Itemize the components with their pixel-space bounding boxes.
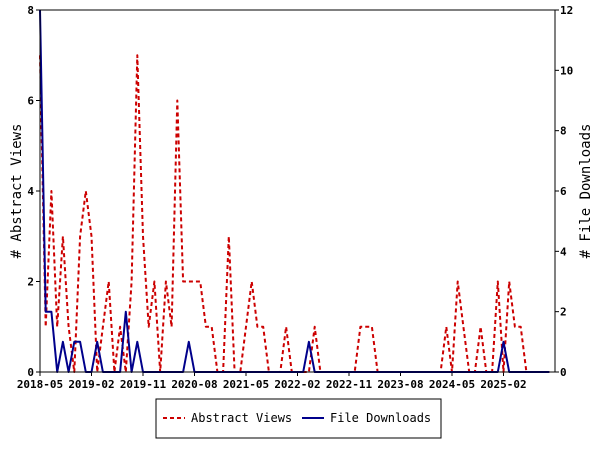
x-tick-label: 2021-05 [223, 378, 269, 391]
right-axis-ticks: 0 2 4 6 8 10 12 [555, 4, 573, 379]
legend: Abstract Views File Downloads [155, 398, 442, 439]
right-tick-label: 8 [560, 125, 567, 138]
left-tick-label: 0 [27, 366, 34, 379]
legend-box [155, 398, 442, 439]
right-tick-label: 4 [560, 245, 567, 258]
legend-label-file-downloads: File Downloads [330, 411, 431, 425]
right-tick-label: 2 [560, 306, 567, 319]
left-tick-label: 2 [27, 276, 34, 289]
x-tick-label: 2020-08 [171, 378, 217, 391]
x-tick-label: 2019-02 [68, 378, 114, 391]
x-tick-label: 2024-05 [429, 378, 475, 391]
legend-label-abstract-views: Abstract Views [191, 411, 292, 425]
left-axis-ticks: 0 2 4 6 8 [27, 4, 40, 379]
left-tick-label: 4 [27, 185, 34, 198]
x-tick-label: 2025-02 [480, 378, 526, 391]
x-tick-label: 2018-05 [17, 378, 63, 391]
series-line-abstract-views [39, 54, 550, 373]
plot-frame [39, 9, 556, 373]
y-axis-left-title: # Abstract Views [9, 124, 25, 259]
right-tick-label: 10 [560, 64, 573, 77]
x-tick-label: 2022-11 [326, 378, 373, 391]
x-tick-label: 2019-11 [120, 378, 167, 391]
left-tick-label: 8 [27, 4, 34, 17]
right-tick-label: 12 [560, 4, 573, 17]
right-tick-label: 0 [560, 366, 567, 379]
x-tick-label: 2023-08 [377, 378, 423, 391]
right-tick-label: 6 [560, 185, 567, 198]
x-tick-label: 2022-02 [274, 378, 320, 391]
y-axis-right-title: # File Downloads [578, 124, 594, 259]
left-tick-label: 6 [27, 95, 34, 108]
x-axis-ticks: 2018-05 2019-02 2019-11 2020-08 2021-05 2022-… [17, 372, 527, 391]
